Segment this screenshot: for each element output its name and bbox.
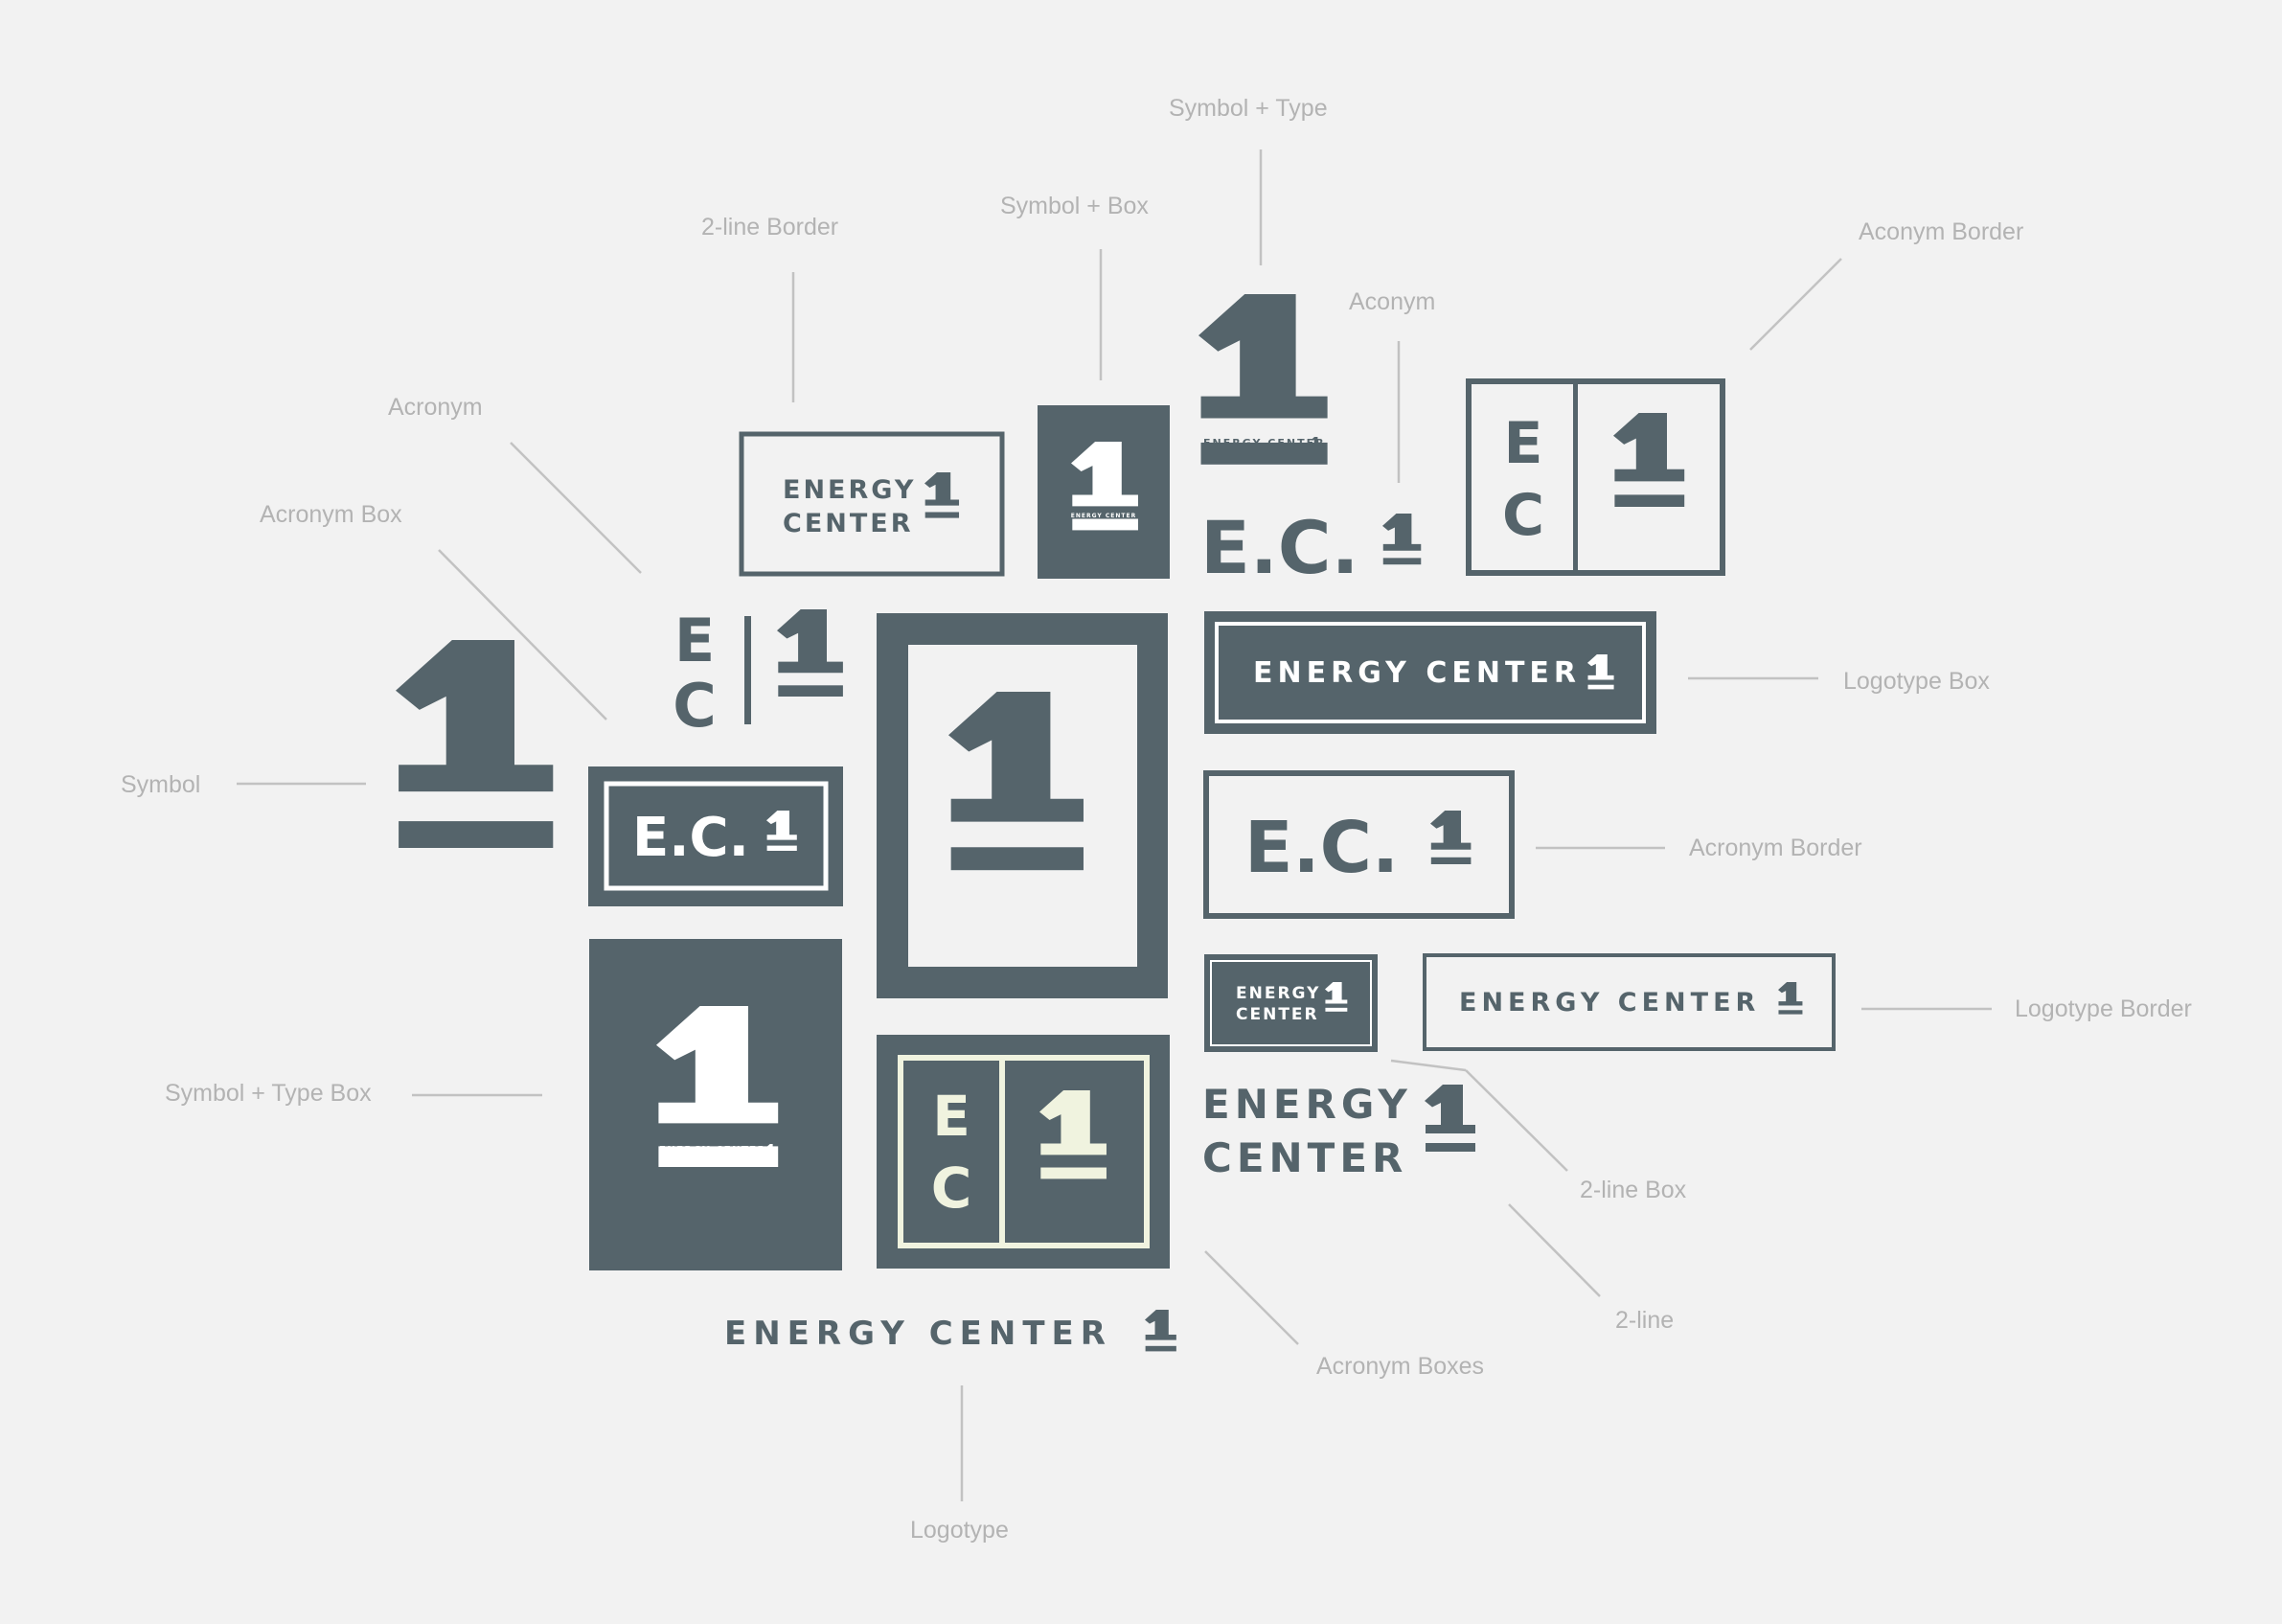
two-line-box-line2: CENTER (1236, 1005, 1319, 1024)
label-acronym-top: Aconym (1349, 288, 1436, 315)
two-line-border-logo: ENERGY CENTER (739, 431, 1005, 577)
label-logotype-box: Logotype Box (1843, 668, 1990, 695)
label-logotype: Logotype (910, 1517, 1009, 1544)
acronym-box-text: E.C. (632, 807, 749, 869)
acronym-letter-e: E (674, 606, 715, 675)
label-symbol-box: Symbol + Box (1000, 193, 1149, 219)
label-two-line-box: 2-line Box (1580, 1177, 1687, 1203)
logotype-border-logo: ENERGY CENTER (1423, 953, 1836, 1051)
acronym-boxes-letter-e: E (932, 1084, 970, 1149)
label-acronym-boxes: Acronym Boxes (1316, 1353, 1485, 1380)
acronym-border-logo-right: E.C. (1203, 770, 1515, 919)
logotype-wordmark: ENERGY CENTER (724, 1315, 1112, 1353)
acronym-boxes-logo: E C (877, 1035, 1170, 1269)
logotype-box-wordmark: ENERGY CENTER (1253, 656, 1581, 690)
label-acronym-box: Acronym Box (260, 501, 402, 528)
acronym-letter-c: C (673, 671, 717, 741)
logotype-box-logo: ENERGY CENTER (1204, 611, 1656, 734)
acronym-border-top-letter-e: E (1504, 410, 1543, 477)
acronym-logo: E C (673, 606, 843, 741)
label-acronym-border-top: Aconym Border (1859, 218, 2024, 245)
acronym-boxes-letter-c: C (931, 1155, 972, 1221)
label-two-line-border: 2-line Border (701, 214, 839, 240)
symbol-type-box-wordmark: ENERGY CENTER (659, 1145, 766, 1155)
logotype-border-wordmark: ENERGY CENTER (1459, 988, 1760, 1018)
two-line-border-line2: CENTER (783, 509, 914, 538)
two-line-line1: ENERGY (1202, 1081, 1412, 1128)
symbol-logo (396, 640, 554, 848)
label-acronym-border-right: Acronym Border (1689, 835, 1862, 861)
acronym-dots-logo: E.C. (1200, 505, 1422, 590)
label-logotype-border: Logotype Border (2015, 995, 2192, 1022)
symbol-type-wordmark: ENERGY CENTER (1203, 437, 1326, 449)
two-line-box-line1: ENERGY (1236, 984, 1320, 1003)
acronym-border-right-text: E.C. (1244, 807, 1399, 889)
two-line-border-line1: ENERGY (783, 475, 916, 505)
symbol-type-box-logo: ENERGY CENTER (589, 939, 842, 1270)
symbol-box-logo: ENERGY CENTER (1038, 405, 1170, 579)
acronym-border-logo-top: E C (1466, 378, 1725, 576)
symbol-border-logo-large (877, 613, 1168, 998)
two-line-logo: ENERGY CENTER (1202, 1081, 1475, 1181)
symbol-box-wordmark: ENERGY CENTER (1071, 513, 1136, 519)
acronym-border-top-letter-c: C (1502, 482, 1544, 549)
label-symbol: Symbol (121, 771, 201, 798)
leader-lines (237, 149, 1992, 1501)
label-symbol-type: Symbol + Type (1169, 95, 1328, 122)
label-symbol-type-box: Symbol + Type Box (165, 1080, 372, 1107)
logotype-logo: ENERGY CENTER (724, 1310, 1176, 1353)
acronym-box-logo: E.C. (588, 766, 843, 906)
two-line-line2: CENTER (1202, 1134, 1407, 1181)
two-line-box-logo: ENERGY CENTER (1204, 954, 1378, 1052)
acronym-dots-text: E.C. (1200, 505, 1358, 590)
label-two-line: 2-line (1615, 1307, 1675, 1334)
label-acronym-left: Acronym (388, 394, 483, 421)
symbol-type-logo: ENERGY CENTER (1198, 294, 1328, 465)
